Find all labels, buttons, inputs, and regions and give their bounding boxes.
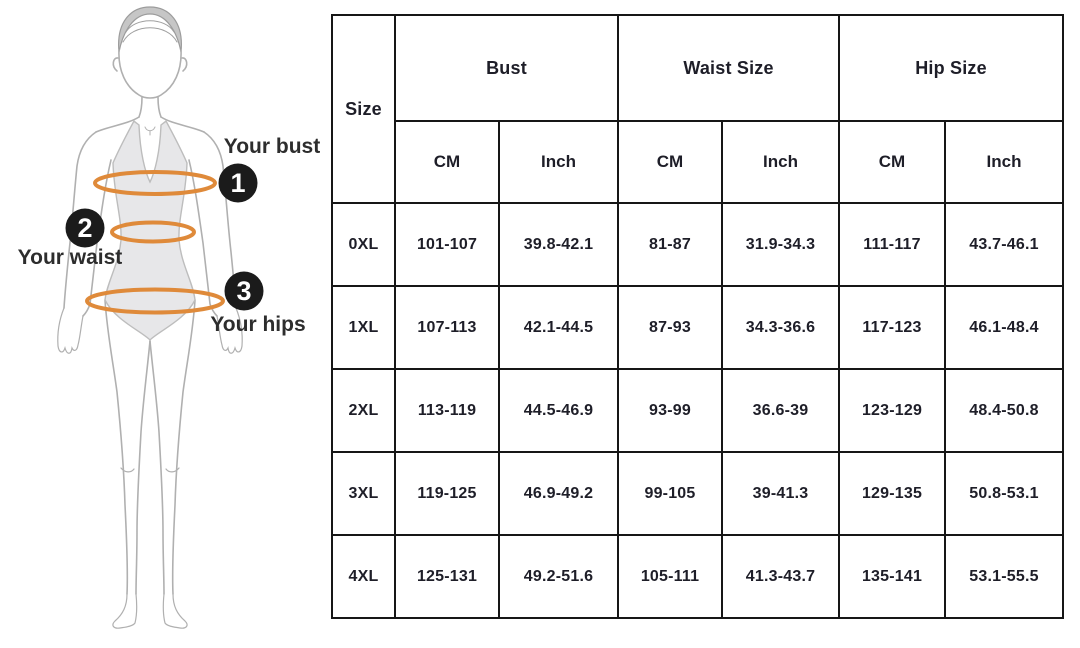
size-chart-table: Size Bust Waist Size Hip Size CM Inch CM… bbox=[331, 14, 1065, 619]
value-cell: 41.3-43.7 bbox=[720, 534, 841, 619]
size-cell: 0XL bbox=[331, 202, 396, 287]
value-cell: 44.5-46.9 bbox=[498, 368, 619, 453]
value-cell: 125-131 bbox=[394, 534, 500, 619]
size-cell: 1XL bbox=[331, 285, 396, 370]
value-cell: 34.3-36.6 bbox=[720, 285, 841, 370]
header-hip: Hip Size bbox=[838, 14, 1065, 122]
face bbox=[118, 49, 182, 99]
value-cell: 123-129 bbox=[838, 368, 947, 453]
right-hand bbox=[216, 307, 243, 354]
header-hip-cm: CM bbox=[838, 120, 947, 204]
size-chart: Size Bust Waist Size Hip Size CM Inch CM… bbox=[331, 14, 1065, 619]
value-cell: 39-41.3 bbox=[720, 451, 841, 536]
header-bust-inch: Inch bbox=[498, 120, 619, 204]
value-cell: 135-141 bbox=[838, 534, 947, 619]
value-cell: 101-107 bbox=[394, 202, 500, 287]
header-waist-inch: Inch bbox=[720, 120, 841, 204]
size-cell: 4XL bbox=[331, 534, 396, 619]
bust-label: Your bust bbox=[224, 135, 320, 158]
value-cell: 53.1-55.5 bbox=[944, 534, 1065, 619]
value-cell: 111-117 bbox=[838, 202, 947, 287]
hip-marker bbox=[224, 271, 264, 311]
header-waist-cm: CM bbox=[617, 120, 723, 204]
bust-measure-line bbox=[93, 170, 217, 196]
header-waist: Waist Size bbox=[616, 14, 841, 122]
value-cell: 46.9-49.2 bbox=[498, 451, 619, 536]
header-hip-inch: Inch bbox=[944, 120, 1065, 204]
header-bust-cm: CM bbox=[394, 120, 500, 204]
value-cell: 81-87 bbox=[617, 202, 723, 287]
measurement-diagram: 1 2 3 Your bust Your waist Your hips bbox=[0, 0, 332, 648]
hip-measure-line bbox=[85, 287, 225, 315]
value-cell: 48.4-50.8 bbox=[944, 368, 1065, 453]
header-size: Size bbox=[331, 14, 396, 204]
value-cell: 39.8-42.1 bbox=[498, 202, 619, 287]
value-cell: 46.1-48.4 bbox=[944, 285, 1065, 370]
body-figure-illustration: 1 2 3 Your bust Your waist Your hips bbox=[18, 6, 320, 629]
table-row-0xl: 0XL 101-107 39.8-42.1 81-87 31.9-34.3 11… bbox=[331, 202, 1065, 287]
waist-measure-line bbox=[110, 220, 196, 244]
value-cell: 119-125 bbox=[394, 451, 500, 536]
waist-label: Your waist bbox=[18, 246, 123, 269]
measurement-lines bbox=[85, 170, 225, 315]
waist-marker bbox=[65, 208, 105, 248]
swimsuit bbox=[104, 119, 196, 341]
value-cell: 107-113 bbox=[394, 285, 500, 370]
size-cell: 2XL bbox=[331, 368, 396, 453]
value-cell: 93-99 bbox=[617, 368, 723, 453]
value-cell: 31.9-34.3 bbox=[720, 202, 841, 287]
value-cell: 105-111 bbox=[617, 534, 723, 619]
value-cell: 99-105 bbox=[617, 451, 723, 536]
table-row-1xl: 1XL 107-113 42.1-44.5 87-93 34.3-36.6 11… bbox=[331, 285, 1065, 370]
table-row-2xl: 2XL 113-119 44.5-46.9 93-99 36.6-39 123-… bbox=[331, 368, 1065, 453]
right-foot bbox=[162, 593, 188, 629]
size-cell: 3XL bbox=[331, 451, 396, 536]
value-cell: 129-135 bbox=[838, 451, 947, 536]
waist-marker-number: 2 bbox=[77, 213, 92, 243]
value-cell: 87-93 bbox=[617, 285, 723, 370]
value-cell: 43.7-46.1 bbox=[944, 202, 1065, 287]
hips-label: Your hips bbox=[210, 313, 305, 336]
header-bust: Bust bbox=[394, 14, 619, 122]
value-cell: 113-119 bbox=[394, 368, 500, 453]
bust-marker bbox=[218, 163, 258, 203]
value-cell: 117-123 bbox=[838, 285, 947, 370]
value-cell: 49.2-51.6 bbox=[498, 534, 619, 619]
table-row-4xl: 4XL 125-131 49.2-51.6 105-111 41.3-43.7 … bbox=[331, 534, 1065, 619]
value-cell: 50.8-53.1 bbox=[944, 451, 1065, 536]
value-cell: 36.6-39 bbox=[720, 368, 841, 453]
value-cell: 42.1-44.5 bbox=[498, 285, 619, 370]
measurement-markers: 1 2 3 bbox=[65, 163, 264, 311]
bust-marker-number: 1 bbox=[230, 168, 245, 198]
left-hand bbox=[57, 307, 84, 354]
hip-marker-number: 3 bbox=[236, 276, 251, 306]
left-foot bbox=[112, 593, 138, 629]
table-row-3xl: 3XL 119-125 46.9-49.2 99-105 39-41.3 129… bbox=[331, 451, 1065, 536]
